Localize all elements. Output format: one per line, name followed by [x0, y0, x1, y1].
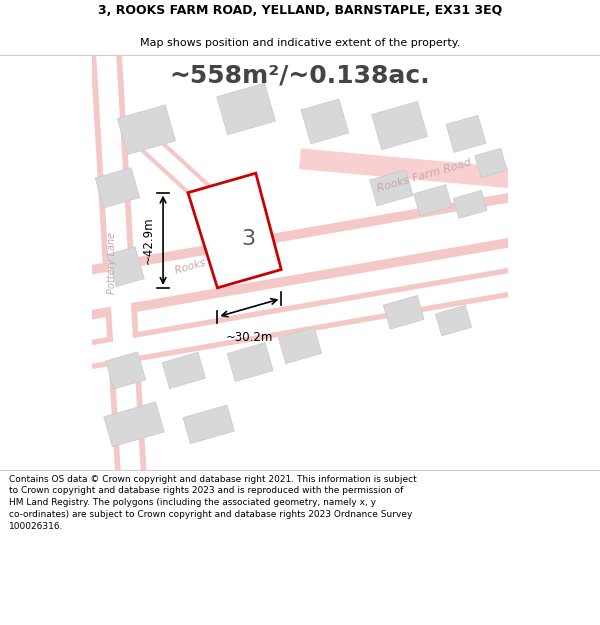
- Text: Map shows position and indicative extent of the property.: Map shows position and indicative extent…: [140, 38, 460, 48]
- Polygon shape: [107, 247, 144, 287]
- Polygon shape: [95, 168, 140, 208]
- Text: Pottery Lane: Pottery Lane: [107, 231, 118, 294]
- Polygon shape: [454, 191, 487, 218]
- Polygon shape: [104, 402, 164, 447]
- Polygon shape: [188, 173, 281, 288]
- Polygon shape: [162, 352, 205, 389]
- Polygon shape: [446, 115, 486, 152]
- Text: Contains OS data © Crown copyright and database right 2021. This information is : Contains OS data © Crown copyright and d…: [9, 474, 417, 531]
- Polygon shape: [278, 328, 322, 364]
- Polygon shape: [69, 265, 531, 372]
- Polygon shape: [475, 148, 507, 178]
- Polygon shape: [183, 405, 235, 444]
- Text: Rooks Farm Road: Rooks Farm Road: [376, 157, 473, 194]
- Polygon shape: [95, 34, 142, 491]
- Polygon shape: [67, 190, 533, 322]
- Text: ~558m²/~0.138ac.: ~558m²/~0.138ac.: [170, 64, 430, 88]
- Polygon shape: [370, 169, 413, 206]
- Polygon shape: [106, 352, 146, 389]
- Text: 3, ROOKS FARM ROAD, YELLAND, BARNSTAPLE, EX31 3EQ: 3, ROOKS FARM ROAD, YELLAND, BARNSTAPLE,…: [98, 4, 502, 18]
- Polygon shape: [301, 99, 349, 144]
- Polygon shape: [217, 83, 275, 135]
- Text: 3: 3: [241, 229, 255, 249]
- Polygon shape: [89, 33, 148, 492]
- Text: ~42.9m: ~42.9m: [142, 216, 155, 264]
- Text: Rooks Farm Ro: Rooks Farm Ro: [174, 245, 252, 276]
- Polygon shape: [118, 105, 176, 154]
- Polygon shape: [299, 148, 529, 190]
- Text: ~30.2m: ~30.2m: [226, 331, 273, 344]
- Polygon shape: [371, 101, 428, 149]
- Polygon shape: [227, 342, 273, 381]
- Polygon shape: [126, 121, 245, 234]
- Polygon shape: [436, 306, 472, 336]
- Polygon shape: [413, 185, 452, 216]
- Polygon shape: [129, 124, 243, 231]
- Polygon shape: [70, 270, 530, 367]
- Polygon shape: [383, 296, 424, 329]
- Polygon shape: [69, 199, 531, 313]
